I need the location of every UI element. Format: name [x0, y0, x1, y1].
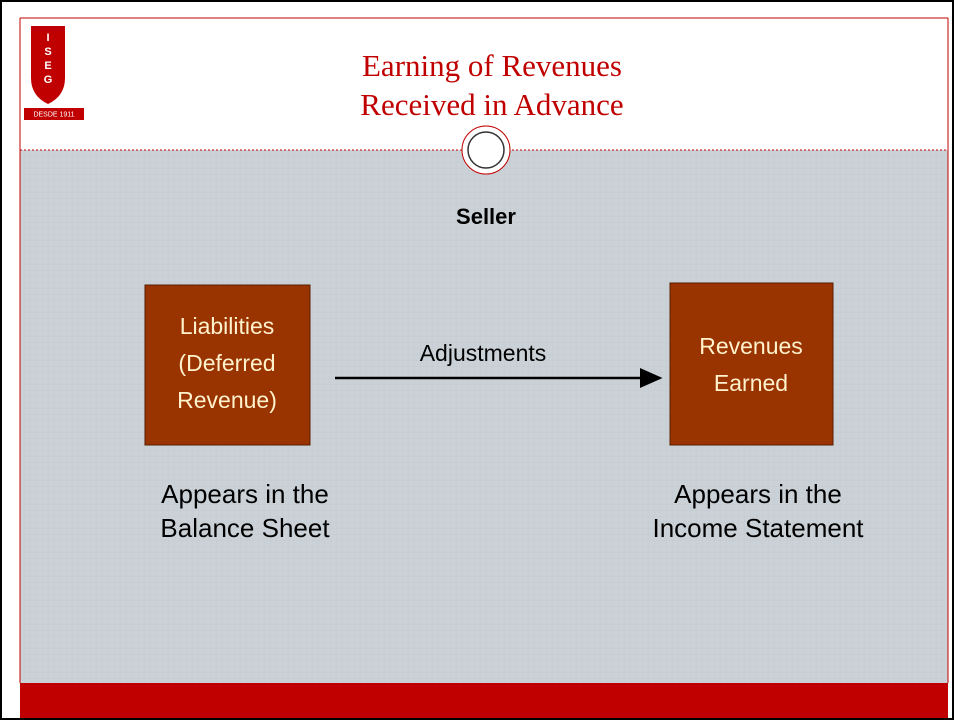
divider-ornament-inner	[467, 131, 505, 169]
logo-shield	[31, 26, 65, 104]
node-caption: Income Statement	[653, 513, 865, 543]
node-caption: Appears in the	[161, 479, 329, 509]
edge-label: Adjustments	[420, 340, 547, 366]
node-label: Revenues	[699, 333, 803, 359]
title-line: Received in Advance	[360, 87, 623, 122]
footer-bar	[20, 683, 948, 718]
node-box	[144, 284, 311, 446]
logo-letter: E	[44, 60, 51, 72]
logo-letter: S	[44, 46, 51, 58]
node-caption: Balance Sheet	[160, 513, 330, 543]
node-box	[669, 282, 834, 446]
logo-band	[24, 108, 84, 120]
node-label: Liabilities	[180, 313, 275, 339]
logo-since: DESDE 1911	[33, 111, 74, 118]
title-line: Earning of Revenues	[362, 48, 622, 83]
node-label: Earned	[714, 370, 788, 396]
diagram-heading: Seller	[456, 204, 516, 229]
logo-letter: I	[46, 32, 49, 44]
node-caption: Appears in the	[674, 479, 842, 509]
logo-letter: G	[44, 74, 53, 86]
node-label: Revenue)	[177, 387, 277, 413]
logo: I S E G DESDE 1911	[24, 26, 84, 120]
node-label: (Deferred	[178, 350, 275, 376]
